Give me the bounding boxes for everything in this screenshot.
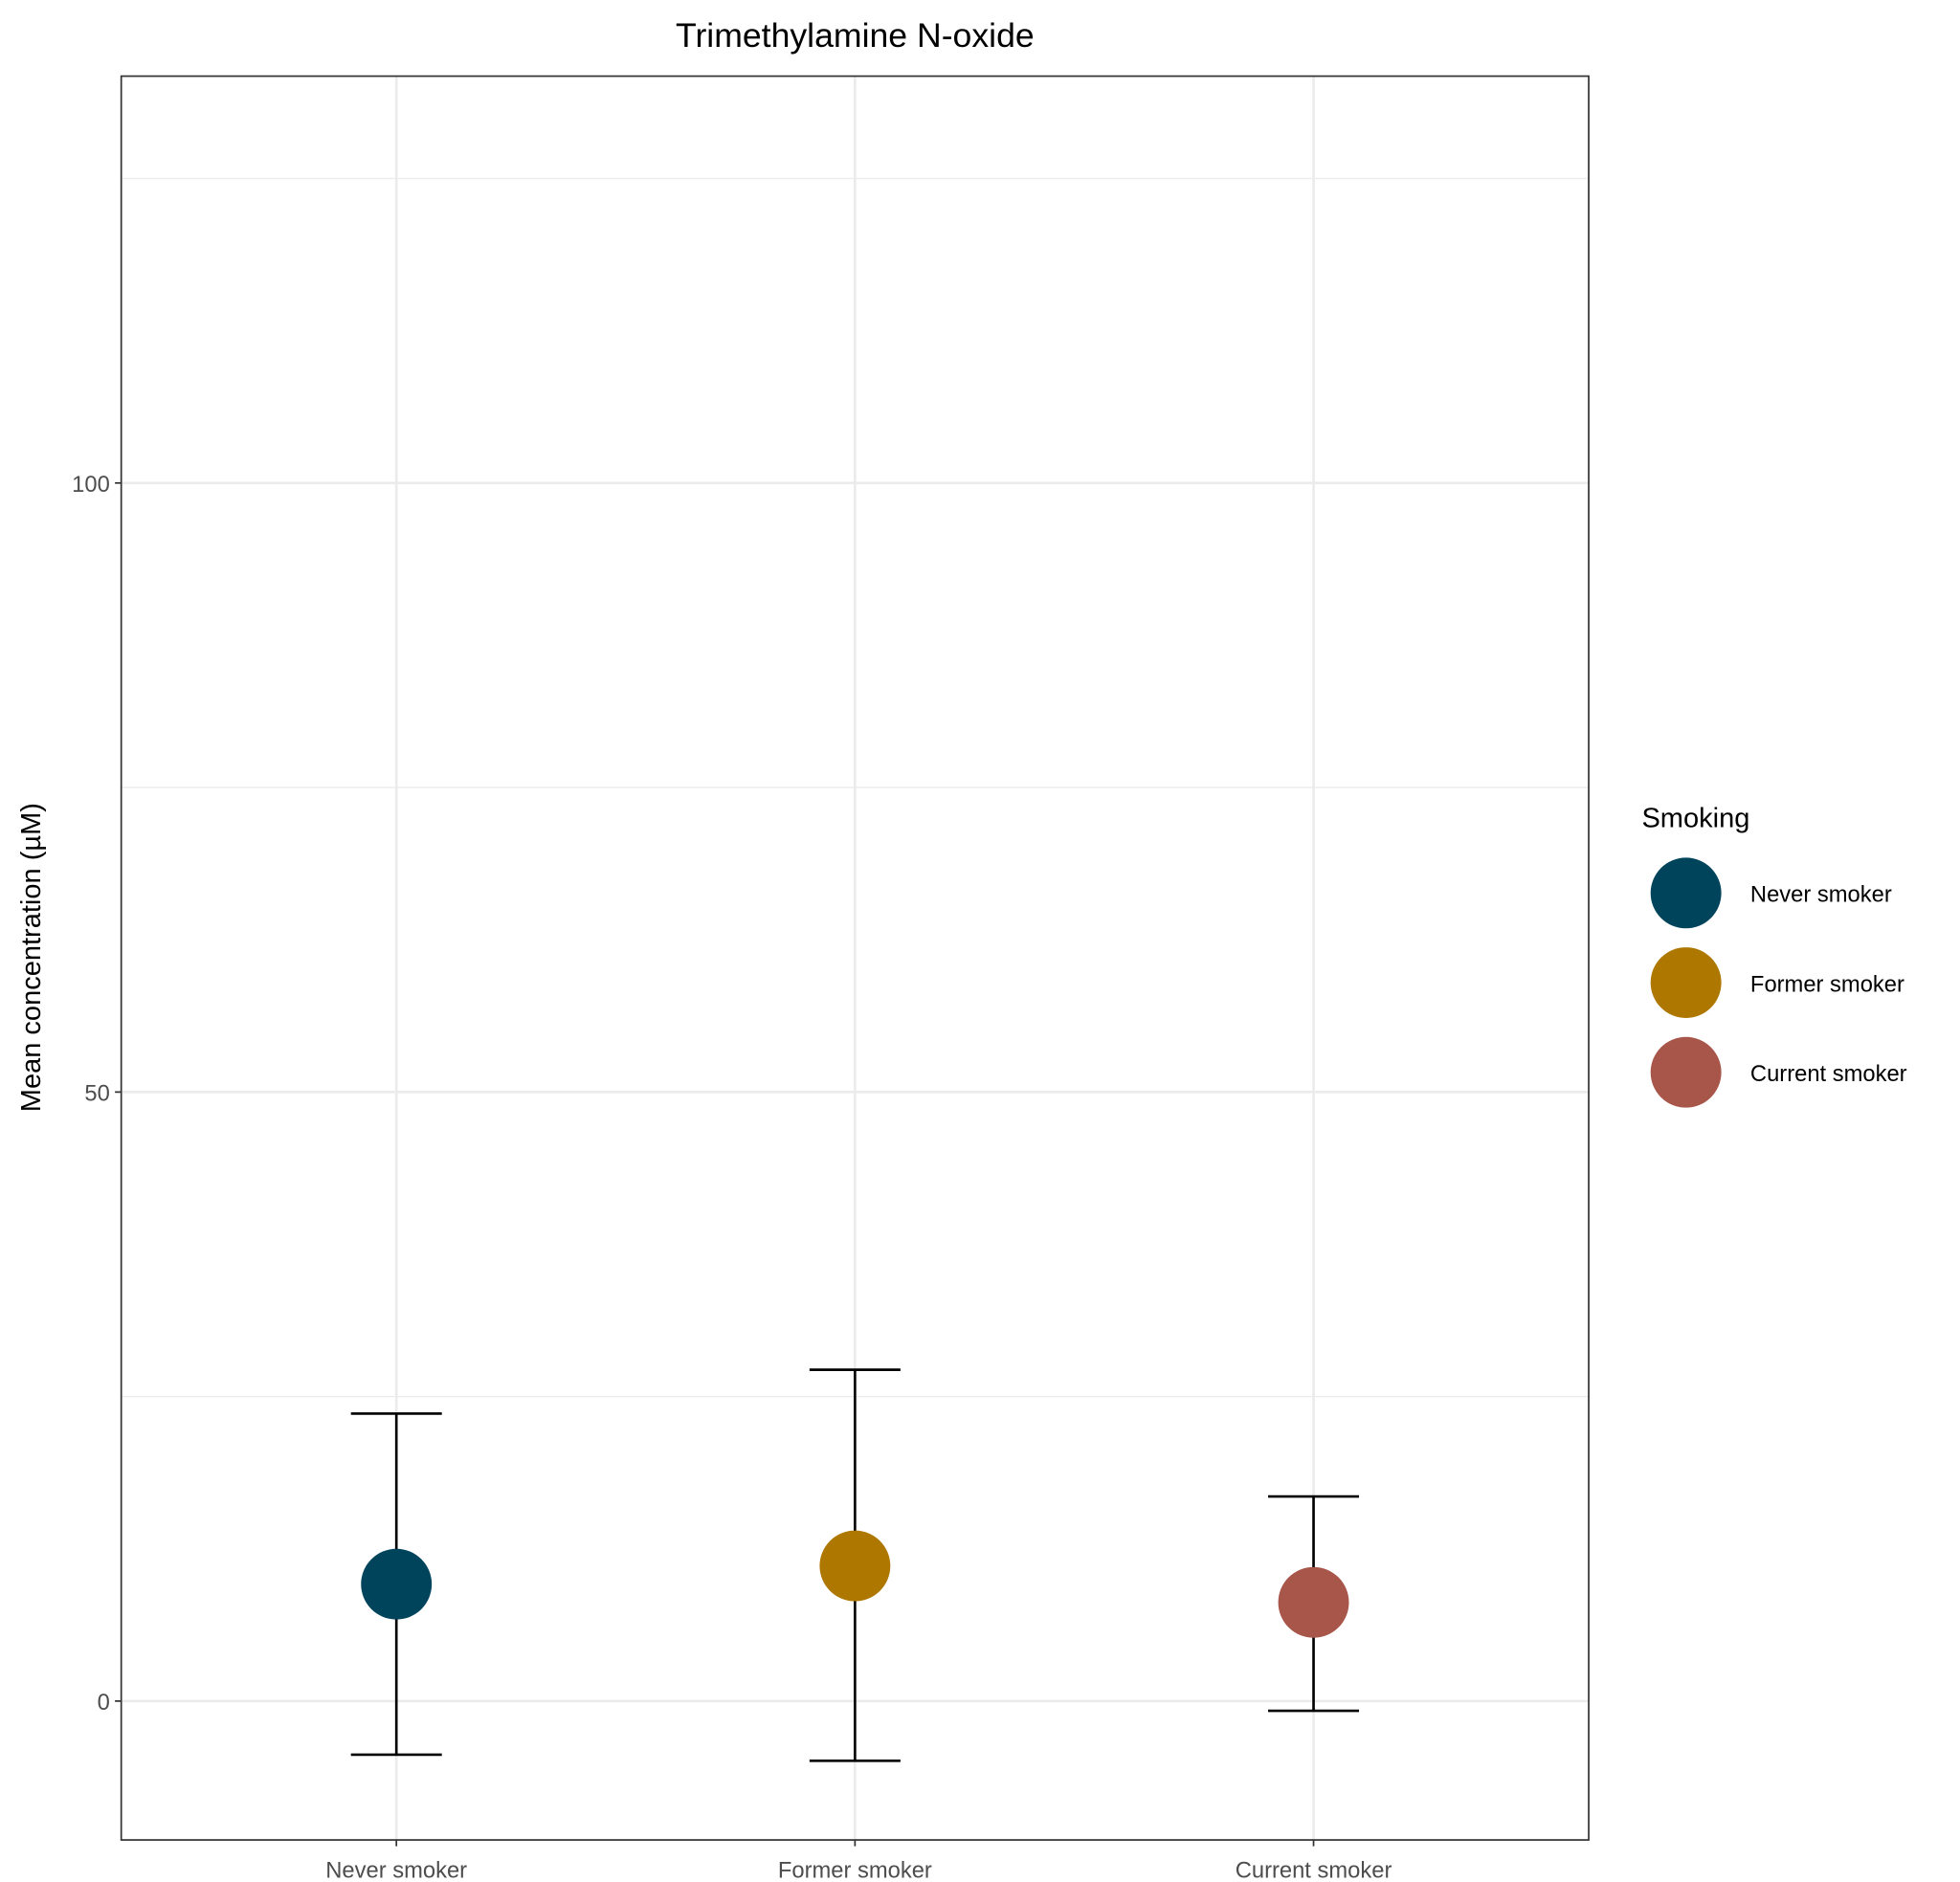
legend-label: Current smoker [1750, 1061, 1907, 1087]
legend-key [1650, 1036, 1722, 1108]
x-tick-label: Current smoker [1236, 1858, 1392, 1882]
errorbar-group [1268, 1495, 1360, 1713]
axes: 0 50 100 Never smoker Former smoker Current s… [72, 472, 1392, 1882]
legend-key [1650, 947, 1722, 1018]
y-axis-label: Mean concentration (µM) [16, 803, 47, 1112]
legend: Smoking Never smoker Former smoker Current… [1641, 804, 1907, 1108]
legend-label: Never smoker [1750, 882, 1892, 908]
legend-label: Former smoker [1750, 971, 1904, 997]
errorbar-group [350, 1412, 442, 1757]
mean-point [819, 1530, 891, 1602]
chart-title: Trimethylamine N-oxide [676, 16, 1035, 55]
x-tick-label: Former smoker [778, 1858, 932, 1882]
mean-point [1278, 1566, 1349, 1638]
y-tick-label: 0 [98, 1690, 110, 1716]
mean-point [361, 1548, 433, 1620]
legend-title: Smoking [1641, 804, 1749, 834]
marks [350, 1368, 1360, 1762]
y-tick-label: 100 [72, 472, 110, 498]
legend-key [1650, 857, 1722, 929]
errorbar-group [809, 1368, 901, 1762]
y-tick-label: 50 [84, 1081, 109, 1107]
x-tick-label: Never smoker [325, 1858, 467, 1882]
